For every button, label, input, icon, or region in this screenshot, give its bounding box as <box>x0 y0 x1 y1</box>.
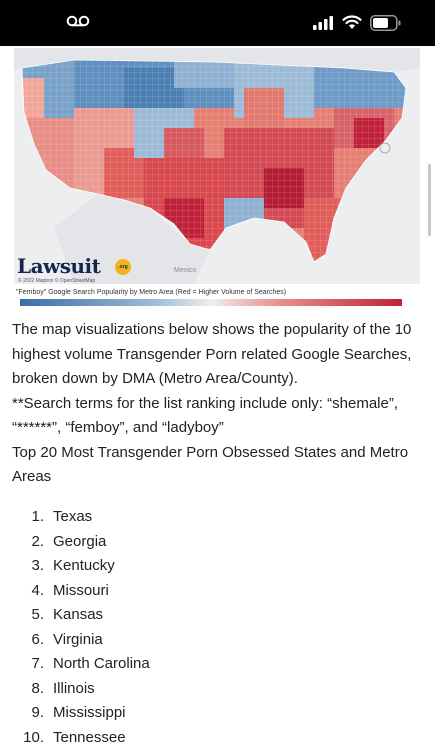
cellular-signal-icon <box>313 16 333 30</box>
list-item-name: Kentucky <box>53 557 115 574</box>
list-item: 6. Virginia <box>12 628 412 653</box>
brand-name: Lawsuit <box>17 254 101 278</box>
list-item-rank: 7. <box>31 655 44 672</box>
list-item: 3. Kentucky <box>12 554 412 579</box>
legend-caption: "Femboy" Google Search Popularity by Met… <box>16 289 287 296</box>
intro-paragraph: The map visualizations below shows the p… <box>12 321 412 387</box>
list-item-name: Kansas <box>53 606 104 623</box>
list-item: 8. Illinois <box>12 677 412 702</box>
list-item-rank: 3. <box>31 557 44 574</box>
choropleth-map[interactable]: Lawsuit .org Mexico © 2022 Mapbox © Open… <box>14 48 420 284</box>
list-item-rank: 10. <box>23 728 44 746</box>
list-item-name: Missouri <box>53 581 109 599</box>
list-item-rank: 4. <box>31 581 44 599</box>
ranking-list: 1. Texas 2. Georgia 3. Kentucky 4. Missouri 5. Ka… <box>12 505 412 750</box>
list-item-name: Mississippi <box>53 704 126 721</box>
map-credits: © 2022 Mapbox © OpenStreetMap <box>18 278 96 284</box>
list-item-rank: 1. <box>31 508 44 525</box>
list-item-rank: 5. <box>31 606 44 623</box>
list-item-name: Georgia <box>53 532 107 550</box>
list-item: 10. Tennessee <box>12 726 412 750</box>
list-item: 5. Kansas <box>12 603 412 628</box>
list-item-name: Virginia <box>53 630 103 648</box>
scrollbar-thumb[interactable] <box>428 164 431 236</box>
list-item: 1. Texas <box>12 505 412 530</box>
list-item-name: Tennessee <box>53 728 126 746</box>
list-item-name: Illinois <box>53 679 95 697</box>
list-item: 4. Missouri <box>12 579 412 604</box>
status-bar <box>0 0 435 46</box>
list-item-name: Texas <box>53 508 93 525</box>
voicemail-icon <box>66 15 90 27</box>
list-item-rank: 8. <box>31 679 44 697</box>
list-heading: Top 20 Most Transgender Porn Obsessed St… <box>12 443 409 486</box>
wifi-icon <box>342 15 362 29</box>
lawsuit-logo: Lawsuit <box>17 254 101 278</box>
page-content: Lawsuit .org Mexico © 2022 Mapbox © Open… <box>0 46 435 750</box>
us-map-graphic <box>14 48 420 284</box>
article-body: The map visualizations below shows the p… <box>12 318 417 490</box>
list-item: 9. Mississippi <box>12 701 412 726</box>
legend-color-scale <box>20 299 402 306</box>
battery-icon <box>370 15 401 31</box>
search-terms-note: **Search terms for the list ranking incl… <box>12 394 399 437</box>
list-item-rank: 6. <box>31 630 44 648</box>
list-item-rank: 9. <box>31 704 44 721</box>
list-item-rank: 2. <box>31 532 44 550</box>
map-region-label: Mexico <box>174 267 197 274</box>
list-item-name: North Carolina <box>53 655 150 672</box>
list-item: 7. North Carolina <box>12 652 412 677</box>
list-item: 2. Georgia <box>12 530 412 555</box>
logo-badge: .org <box>115 259 131 275</box>
